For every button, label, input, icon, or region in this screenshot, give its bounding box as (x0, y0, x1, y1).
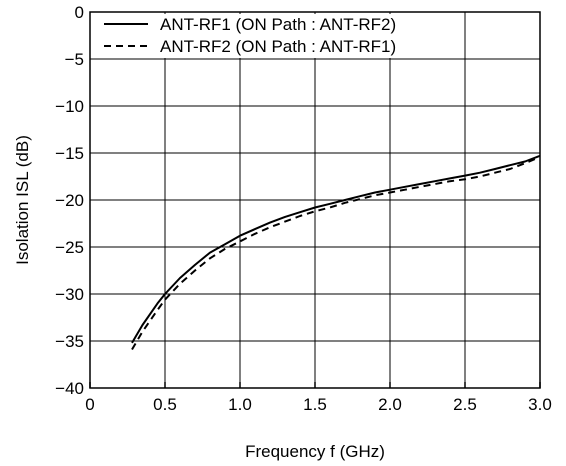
x-tick-label: 2.0 (378, 395, 402, 414)
y-tick-label: −5 (65, 50, 84, 69)
grid-lines (90, 12, 540, 388)
legend: ANT-RF1 (ON Path : ANT-RF2) ANT-RF2 (ON … (92, 14, 464, 58)
x-axis-title: Frequency f (GHz) (245, 442, 385, 461)
y-axis-ticks: 0 −5 −10 −15 −20 −25 −30 −35 −40 (55, 3, 84, 398)
y-tick-label: −20 (55, 191, 84, 210)
x-tick-label: 1.5 (303, 395, 327, 414)
x-tick-label: 0.5 (153, 395, 177, 414)
series-lines (131, 154, 541, 351)
x-axis-ticks: 0 0.5 1.0 1.5 2.0 2.5 3.0 (85, 382, 552, 414)
y-tick-label: −25 (55, 238, 84, 257)
y-tick-label: 0 (75, 3, 84, 22)
x-tick-label: 2.5 (453, 395, 477, 414)
x-tick-label: 1.0 (228, 395, 252, 414)
x-tick-label: 3.0 (528, 395, 552, 414)
y-tick-label: −15 (55, 144, 84, 163)
x-tick-label: 0 (85, 395, 94, 414)
y-tick-label: −40 (55, 379, 84, 398)
series-line-2 (131, 155, 541, 351)
y-axis-title: Isolation ISL (dB) (13, 135, 32, 265)
series-line-1 (131, 154, 541, 344)
y-tick-label: −10 (55, 97, 84, 116)
legend-label-series-2: ANT-RF2 (ON Path : ANT-RF1) (160, 37, 396, 56)
y-tick-label: −35 (55, 332, 84, 351)
legend-label-series-1: ANT-RF1 (ON Path : ANT-RF2) (160, 15, 396, 34)
legend-box (92, 14, 464, 58)
y-tick-label: −30 (55, 285, 84, 304)
